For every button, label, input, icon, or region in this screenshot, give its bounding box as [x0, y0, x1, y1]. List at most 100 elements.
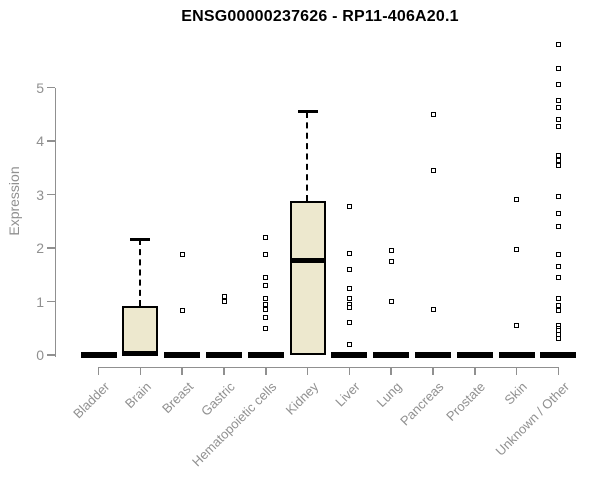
outlier-point	[221, 299, 227, 304]
outlier-point	[346, 342, 352, 348]
outlier-point	[555, 98, 561, 104]
outlier-point	[555, 104, 561, 110]
x-tick	[557, 366, 560, 375]
y-tick-label: 2	[36, 240, 44, 256]
outlier-point	[430, 307, 436, 313]
x-tick-label: Bladder	[69, 379, 113, 422]
median-line	[415, 352, 451, 358]
outlier-point	[346, 320, 352, 326]
outlier-point	[263, 234, 269, 240]
x-tick	[97, 366, 100, 375]
outlier-point	[555, 163, 561, 169]
outlier-point	[555, 66, 561, 72]
y-tick-label: 5	[36, 79, 44, 96]
x-tick-label: Unknown / Other	[492, 379, 573, 459]
outlier-point	[346, 296, 352, 302]
median-line	[331, 352, 368, 358]
outlier-point	[263, 252, 269, 258]
outlier-point	[263, 296, 269, 302]
y-tick	[46, 140, 55, 142]
y-tick	[46, 86, 55, 89]
outlier-point	[388, 248, 394, 254]
outlier-point	[263, 307, 269, 313]
outlier-point	[555, 124, 561, 130]
outlier-point	[555, 224, 561, 230]
y-tick	[46, 300, 55, 303]
x-tick	[306, 366, 309, 375]
outlier-point	[555, 42, 561, 48]
outlier-point	[430, 111, 436, 117]
x-tick-label: Lung	[373, 379, 405, 411]
outlier-point	[514, 246, 520, 252]
outlier-point	[555, 296, 561, 302]
x-tick-label: Pancreas	[397, 379, 447, 429]
median-line	[540, 352, 577, 358]
whisker-line	[139, 239, 142, 307]
outlier-point	[555, 336, 561, 342]
outlier-point	[263, 274, 269, 280]
whisker-cap	[130, 238, 151, 241]
outlier-point	[388, 299, 394, 304]
outlier-point	[346, 203, 352, 209]
outlier-point	[555, 263, 561, 269]
outlier-point	[555, 152, 561, 158]
y-tick-label: 3	[36, 186, 44, 203]
median-line	[164, 352, 201, 358]
outlier-point	[346, 266, 352, 272]
box-body	[289, 200, 326, 355]
outlier-point	[346, 250, 352, 256]
x-tick	[474, 366, 476, 375]
outlier-point	[555, 307, 561, 313]
outlier-point	[430, 167, 436, 173]
outlier-point	[514, 197, 520, 203]
outlier-point	[555, 117, 561, 123]
median-line	[206, 352, 242, 358]
whisker-line	[306, 111, 309, 201]
x-tick-label: Liver	[332, 379, 364, 410]
median-line	[80, 352, 117, 358]
x-tick-label: Gastric	[197, 379, 238, 419]
median-line	[289, 257, 326, 264]
chart-title: ENSG00000237626 - RP11-406A20.1	[181, 8, 459, 25]
x-tick-label: Prostate	[443, 379, 489, 424]
x-tick	[139, 366, 142, 375]
box-body	[122, 306, 159, 355]
outlier-point	[514, 322, 520, 328]
whisker-cap	[297, 110, 318, 113]
y-tick	[46, 247, 55, 249]
outlier-point	[179, 308, 185, 314]
outlier-point	[221, 293, 227, 299]
x-tick	[348, 366, 351, 375]
x-tick	[265, 366, 267, 375]
outlier-point	[555, 210, 561, 216]
y-tick-label: 0	[36, 347, 44, 363]
x-tick	[181, 366, 183, 375]
outlier-point	[388, 258, 394, 264]
x-tick	[515, 366, 518, 375]
outlier-point	[346, 305, 352, 311]
outlier-point	[555, 252, 561, 258]
outlier-point	[263, 325, 269, 331]
y-tick	[46, 354, 55, 356]
x-tick-label: Brain	[121, 379, 155, 412]
outlier-point	[555, 157, 561, 163]
outlier-point	[346, 285, 352, 291]
y-axis-line	[54, 87, 56, 357]
outlier-point	[555, 82, 561, 88]
outlier-point	[555, 302, 561, 308]
median-line	[498, 352, 535, 358]
outlier-point	[263, 301, 269, 307]
x-tick	[432, 366, 434, 375]
median-line	[373, 352, 410, 358]
median-line	[247, 352, 284, 358]
outlier-point	[263, 282, 269, 288]
x-tick-label: Kidney	[282, 379, 322, 418]
outlier-point	[263, 315, 269, 321]
outlier-point	[555, 274, 561, 280]
x-tick	[390, 366, 392, 375]
x-tick-label: Breast	[158, 379, 196, 417]
median-line	[456, 352, 493, 358]
x-tick-label: Skin	[501, 379, 531, 408]
y-tick-label: 1	[36, 293, 44, 310]
